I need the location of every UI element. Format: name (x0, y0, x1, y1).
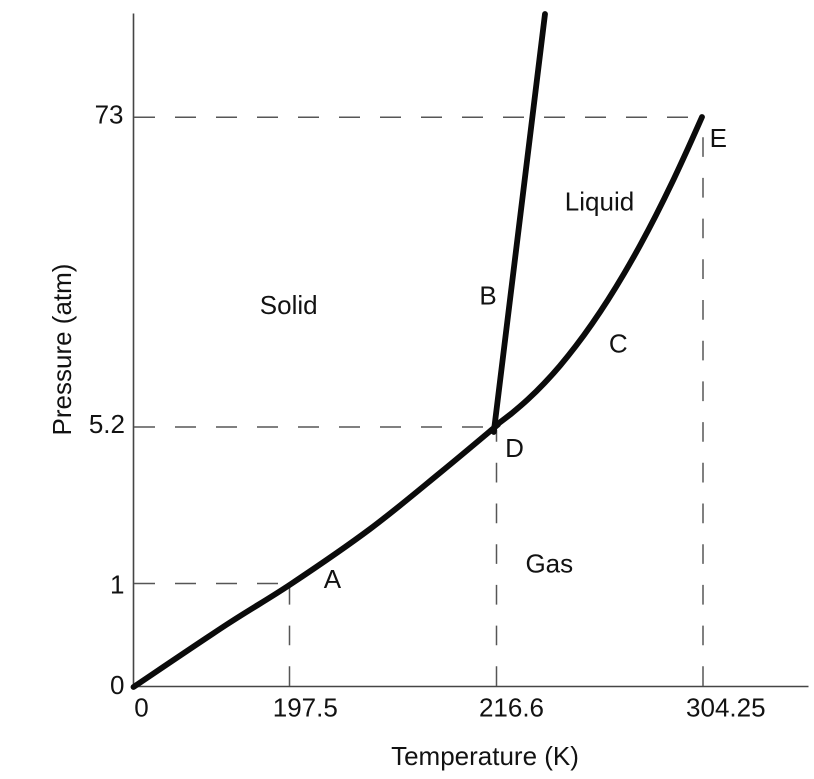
axes-group (132, 13, 809, 688)
region-label-liquid: Liquid (565, 187, 634, 217)
point-label-c: C (609, 329, 628, 359)
point-label-e: E (710, 123, 727, 153)
x-tick-label-304p25: 304.25 (686, 692, 766, 722)
x-tick-label-216p6: 216.6 (479, 692, 544, 722)
point-label-d: D (505, 433, 524, 463)
guide-lines-group (134, 116, 704, 686)
y-tick-label-0: 0 (110, 670, 124, 700)
region-label-solid: Solid (260, 290, 318, 320)
y-tick-label-5p2: 5.2 (89, 409, 125, 439)
curves-group (130, 11, 705, 690)
point-label-b: B (479, 281, 496, 311)
region-label-gas: Gas (525, 549, 573, 579)
axes (132, 13, 809, 688)
fusion-curve (490, 11, 548, 435)
x-axis-title: Temperature (K) (391, 741, 579, 771)
y-tick-label-73: 73 (95, 99, 124, 129)
y-axis-title: Pressure (atm) (47, 264, 77, 436)
point-label-a: A (324, 564, 342, 594)
x-tick-label-0: 0 (134, 692, 148, 722)
x-tick-label-197p5: 197.5 (273, 692, 338, 722)
sublimation-curve (130, 421, 501, 690)
labels-group: Pressure (atm) Temperature (K) 0 1 5.2 73 0 197… (47, 99, 765, 771)
y-tick-label-1: 1 (110, 569, 124, 599)
vaporization-curve (491, 114, 705, 430)
